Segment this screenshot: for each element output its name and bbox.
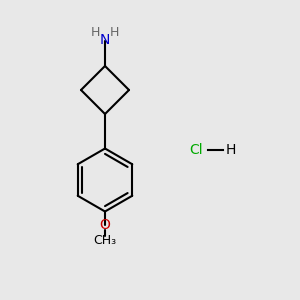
Text: CH₃: CH₃ xyxy=(93,233,117,247)
Text: Cl: Cl xyxy=(190,143,203,157)
Text: O: O xyxy=(100,218,110,232)
Text: H: H xyxy=(226,143,236,157)
Text: H: H xyxy=(110,26,119,39)
Text: H: H xyxy=(91,26,100,39)
Text: N: N xyxy=(100,34,110,47)
